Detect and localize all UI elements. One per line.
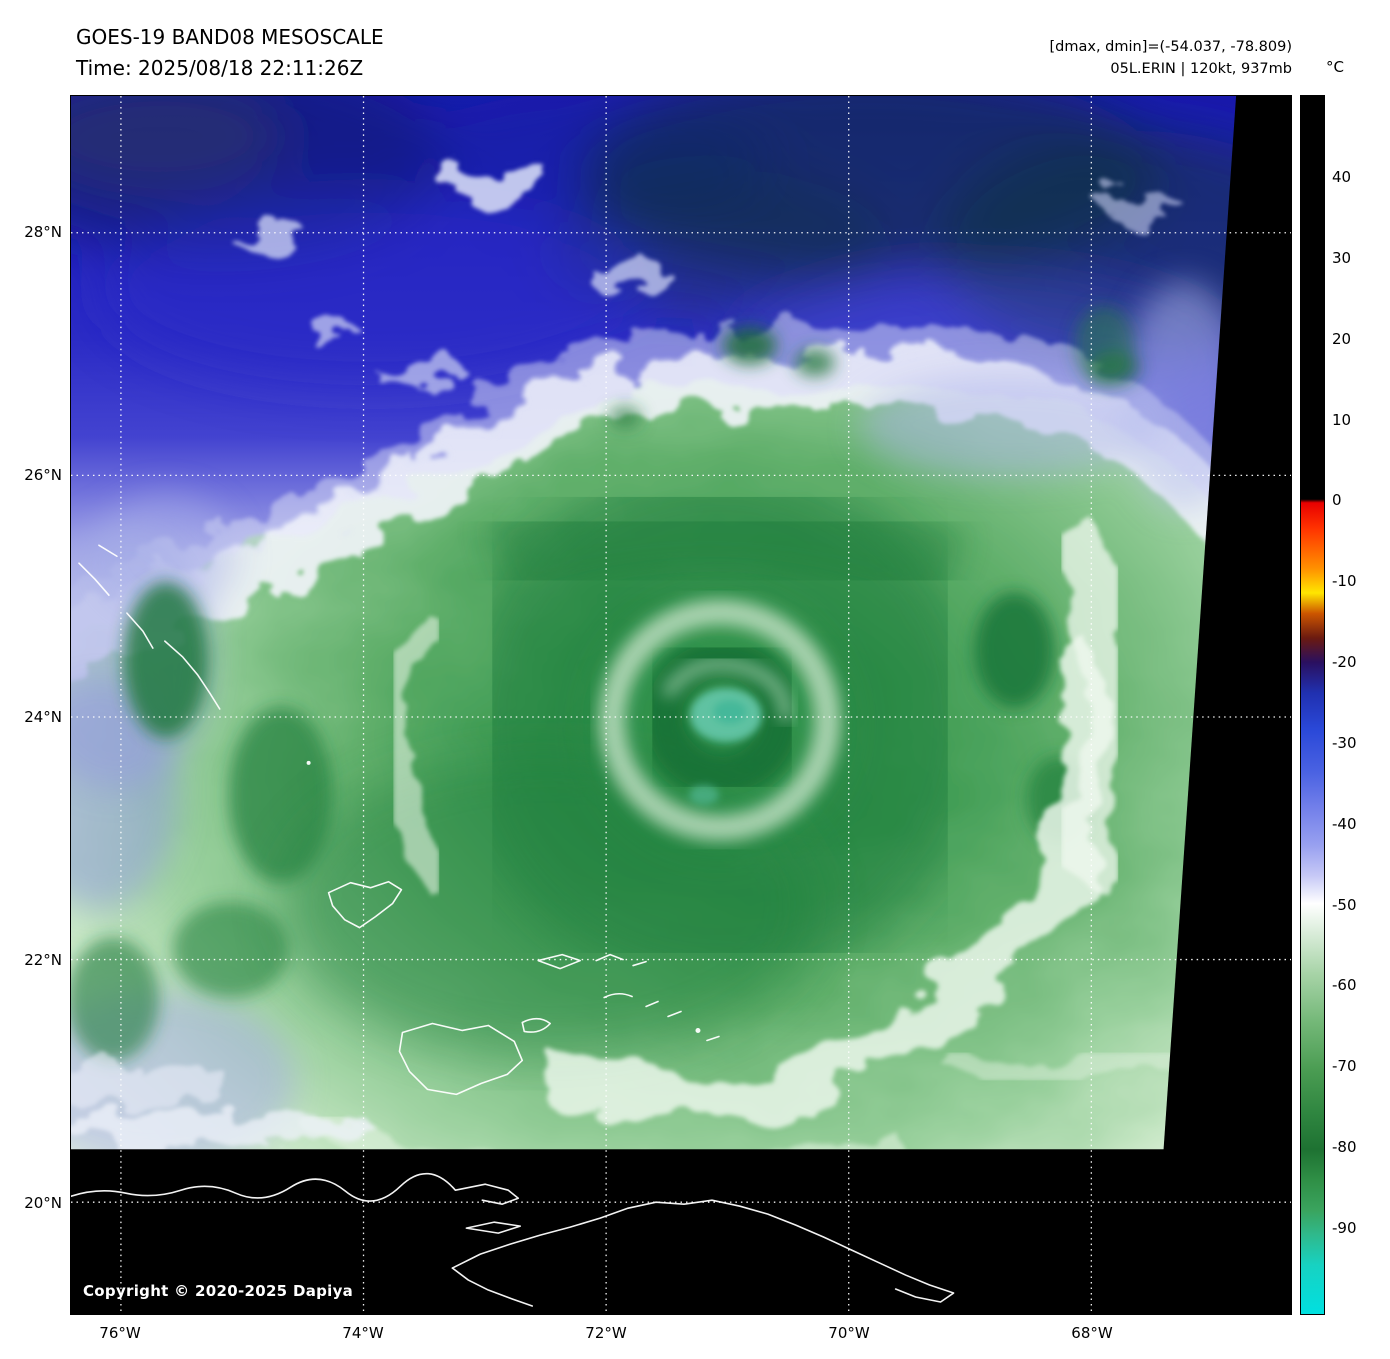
lon-label: 68°W — [1071, 1324, 1113, 1342]
exuma-cays — [78, 562, 110, 596]
satellite-image — [71, 96, 1291, 1314]
no-data-bottom-strip — [71, 1149, 1291, 1314]
colorbar-tick: -60 — [1332, 976, 1357, 994]
coastlines — [71, 544, 955, 1307]
turks-islet-2 — [667, 1010, 682, 1018]
dmax-dmin-readout: [dmax, dmin]=(-54.037, -78.809) — [1049, 39, 1293, 55]
graticule — [71, 96, 1291, 1314]
colorbar-tick: -10 — [1332, 572, 1357, 590]
caicos-bank — [603, 992, 633, 999]
hispaniola-coastline — [451, 1199, 955, 1303]
lat-label: 26°N — [24, 466, 62, 484]
colorbar-tick: -80 — [1332, 1138, 1357, 1156]
mayaguana-island — [537, 953, 581, 970]
timestamp: Time: 2025/08/18 22:11:26Z — [76, 56, 364, 80]
colorbar-tick: 30 — [1332, 249, 1352, 267]
storm-info: 05L.ERIN | 120kt, 937mb — [1110, 61, 1292, 77]
colorbar-tick: -90 — [1332, 1219, 1357, 1237]
copyright-text: Copyright © 2020-2025 Dapiya — [83, 1282, 354, 1300]
caicos-islet — [632, 960, 647, 967]
colorbar-unit-label: °C — [1326, 58, 1344, 76]
lat-label: 24°N — [24, 708, 62, 726]
page-title: GOES-19 BAND08 MESOSCALE — [76, 25, 384, 49]
lat-label: 28°N — [24, 223, 62, 241]
lat-label: 20°N — [24, 1194, 62, 1212]
colorbar-tick: -70 — [1332, 1057, 1357, 1075]
long-island-bahamas — [164, 640, 221, 710]
colorbar-tick: -40 — [1332, 815, 1357, 833]
caicos-islands — [595, 953, 624, 962]
colorbar-tick: -50 — [1332, 896, 1357, 914]
colorbar-tick: 20 — [1332, 330, 1352, 348]
turks-islet-3 — [695, 1027, 701, 1033]
lon-label: 74°W — [342, 1324, 384, 1342]
lat-label: 22°N — [24, 951, 62, 969]
hurricane-eye — [688, 688, 762, 805]
cuba-coastline — [71, 1172, 520, 1205]
map-frame: Copyright © 2020-2025 Dapiya — [70, 95, 1292, 1315]
haiti-northwest-coast — [451, 1267, 534, 1307]
turks-islet-1 — [645, 1000, 659, 1008]
colorbar-tick: 0 — [1332, 491, 1342, 509]
turks-islet-4 — [706, 1035, 720, 1042]
lon-label: 72°W — [585, 1324, 627, 1342]
low-cloud-streaks — [71, 1066, 376, 1152]
colorbar-tick: -20 — [1332, 653, 1357, 671]
colorbar-tick: 10 — [1332, 411, 1352, 429]
acklins-crooked-islands — [327, 880, 403, 929]
bahamas-cay — [126, 612, 154, 649]
header-left: GOES-19 BAND08 MESOSCALE Time: 2025/08/1… — [76, 22, 384, 84]
cat-island — [98, 544, 118, 558]
lon-label: 70°W — [828, 1324, 870, 1342]
lon-label: 76°W — [99, 1324, 141, 1342]
header-right: [dmax, dmin]=(-54.037, -78.809) 05L.ERIN… — [1050, 36, 1293, 80]
no-data-wedge-right — [1152, 96, 1291, 1314]
samana-cay — [306, 760, 311, 765]
great-inagua-island — [398, 1022, 524, 1096]
temperature-colorbar — [1300, 95, 1325, 1315]
colorbar-tick: -30 — [1332, 734, 1357, 752]
colorbar-tick: 40 — [1332, 168, 1352, 186]
little-inagua-island — [521, 1017, 552, 1033]
tortuga-island — [465, 1221, 522, 1234]
